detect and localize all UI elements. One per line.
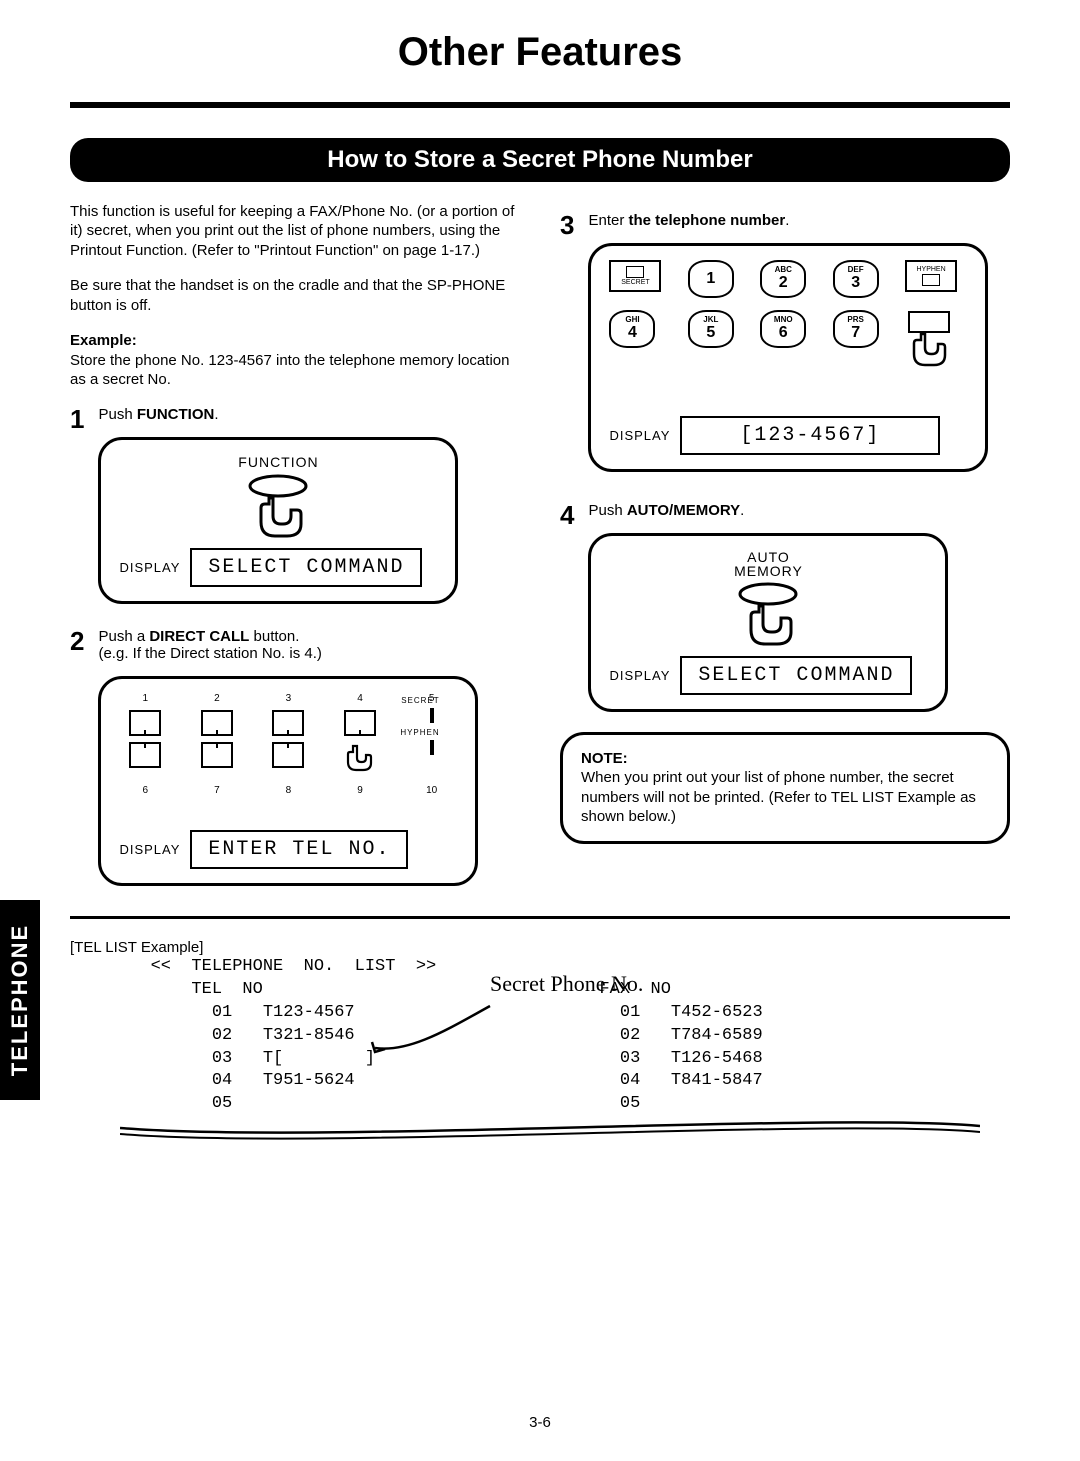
step-4-display: SELECT COMMAND (680, 656, 912, 695)
dc-key (272, 710, 304, 736)
dc-key (344, 710, 376, 736)
phone-keypad: SECRET 1 ABC2 DEF3 HYPHEN GHI4 JKL5 MN (609, 260, 967, 372)
hyphen-key: HYPHEN (905, 260, 957, 292)
step-1: 1 Push FUNCTION. FUNCTION DISPLAY SELECT… (70, 406, 520, 604)
annotation-arrow-icon (370, 998, 500, 1058)
dc-num-3: 3 (286, 693, 292, 704)
example-label: Example: (70, 332, 137, 349)
paper-curl-icon (120, 1116, 980, 1146)
note-box: NOTE: When you print out your list of ph… (560, 732, 1010, 844)
step-2-sub: (e.g. If the Direct station No. is 4.) (98, 645, 321, 662)
step-2-num: 2 (70, 628, 84, 654)
hand-icon (243, 474, 313, 540)
dc-key (129, 710, 161, 736)
key-2: ABC2 (760, 260, 806, 298)
auto-memory-label: AUTOMEMORY (609, 550, 927, 578)
step-3-display: [123-4567] (680, 416, 940, 455)
display-caption: DISPLAY (119, 560, 180, 575)
display-caption: DISPLAY (119, 842, 180, 857)
intro-p2: Be sure that the handset is on the cradl… (70, 276, 520, 315)
step-1-text-c: . (214, 406, 218, 423)
dc-num-1: 1 (142, 693, 148, 704)
step-4-text-b: AUTO/MEMORY (627, 502, 740, 519)
dc-key (272, 742, 304, 768)
step-2-text-a: Push a (98, 628, 149, 645)
step-2-text-b: DIRECT CALL (149, 628, 249, 645)
key-4: GHI4 (609, 310, 655, 348)
key-3: DEF3 (833, 260, 879, 298)
step-2-display: ENTER TEL NO. (190, 830, 408, 869)
step-2-text-c: button. (249, 628, 299, 645)
key-1: 1 (688, 260, 734, 298)
dc-key (129, 742, 161, 768)
step-3-text-b: the telephone number (629, 212, 786, 229)
hand-icon-small (343, 742, 377, 779)
hand-icon (905, 310, 967, 372)
display-caption: DISPLAY (609, 428, 670, 443)
step-3: 3 Enter the telephone number. SECRET 1 A… (560, 212, 1010, 472)
direct-call-keys: 1 2 3 4 5 SECRET (119, 693, 457, 796)
step-1-text-a: Push (98, 406, 136, 423)
step-4-num: 4 (560, 502, 574, 528)
dc-num-10: 10 (426, 785, 437, 796)
example: Example: Store the phone No. 123-4567 in… (70, 331, 520, 390)
display-caption: DISPLAY (609, 668, 670, 683)
step-3-text-c: . (785, 212, 789, 229)
divider (70, 102, 1010, 108)
dc-key (201, 710, 233, 736)
step-1-figure: FUNCTION DISPLAY SELECT COMMAND (98, 437, 458, 604)
divider (70, 916, 1010, 919)
step-1-text-b: FUNCTION (137, 406, 215, 423)
note-label: NOTE: (581, 750, 628, 767)
function-label: FUNCTION (119, 454, 437, 470)
dc-num-6: 6 (142, 785, 148, 796)
key-7: PRS7 (833, 310, 879, 348)
step-3-num: 3 (560, 212, 574, 238)
dc-num-9: 9 (357, 785, 363, 796)
dc-num-8: 8 (286, 785, 292, 796)
secret-key: SECRET (609, 260, 661, 292)
note-text: When you print out your list of phone nu… (581, 769, 976, 825)
section-header: How to Store a Secret Phone Number (70, 138, 1010, 182)
intro-p1: This function is useful for keeping a FA… (70, 202, 520, 261)
step-1-num: 1 (70, 406, 84, 432)
dc-key (201, 742, 233, 768)
page-number: 3-6 (529, 1414, 551, 1431)
step-1-display: SELECT COMMAND (190, 548, 422, 587)
dc-num-4: 4 (357, 693, 363, 704)
step-4-text-c: . (740, 502, 744, 519)
dc-key-hyphen: HYPHEN (430, 742, 434, 779)
tel-list-caption: [TEL LIST Example] (70, 939, 1010, 956)
dc-num-2: 2 (214, 693, 220, 704)
step-2-figure: 1 2 3 4 5 SECRET (98, 676, 478, 886)
step-2: 2 Push a DIRECT CALL button. (e.g. If th… (70, 628, 520, 886)
step-4-figure: AUTOMEMORY DISPLAY SELECT COMMAND (588, 533, 948, 712)
key-5: JKL5 (688, 310, 734, 348)
handwriting-annotation: Secret Phone No. (490, 971, 643, 997)
example-text: Store the phone No. 123-4567 into the te… (70, 352, 509, 389)
dc-num-7: 7 (214, 785, 220, 796)
step-4: 4 Push AUTO/MEMORY. AUTOMEMORY DISPLAY (560, 502, 1010, 712)
tel-list-example: << TELEPHONE NO. LIST >> TEL NO FAX NO 0… (120, 956, 1010, 1117)
key-6: MNO6 (760, 310, 806, 348)
page-title: Other Features (70, 30, 1010, 75)
sidebar-tab: TELEPHONE (0, 900, 40, 1100)
step-4-text-a: Push (588, 502, 626, 519)
step-3-figure: SECRET 1 ABC2 DEF3 HYPHEN GHI4 JKL5 MN (588, 243, 988, 472)
hand-icon (733, 582, 803, 648)
step-3-text-a: Enter (588, 212, 628, 229)
